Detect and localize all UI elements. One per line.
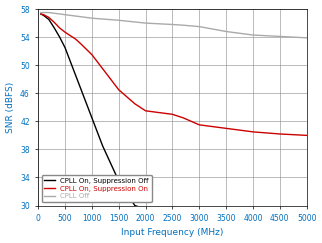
CPLL Off [197,25,201,28]
CPLL On, Suppression On [79,43,83,46]
CPLL On, Suppression On [224,127,228,130]
CPLL On, Suppression On [90,53,94,56]
CPLL Off [171,23,175,26]
CPLL Off [144,22,147,25]
CPLL On, Suppression On [52,21,56,24]
CPLL Off [251,34,255,36]
CPLL On, Suppression Off [58,36,62,39]
CPLL On, Suppression On [197,123,201,126]
CPLL Off [117,19,121,22]
CPLL Off [42,11,45,14]
Line: CPLL Off: CPLL Off [41,13,307,38]
Y-axis label: SNR (dBFS): SNR (dBFS) [5,82,14,133]
CPLL Off [305,36,308,39]
CPLL Off [278,35,282,38]
CPLL On, Suppression Off [79,88,83,91]
CPLL Off [74,15,78,17]
CPLL On, Suppression Off [42,14,45,17]
CPLL Off [181,24,185,27]
CPLL On, Suppression Off [63,46,67,49]
CPLL On, Suppression Off [90,116,94,119]
Line: CPLL On, Suppression Off: CPLL On, Suppression Off [41,14,199,213]
CPLL On, Suppression Off [85,102,89,105]
CPLL Off [63,13,67,16]
CPLL Off [47,11,51,14]
CPLL On, Suppression On [117,88,121,91]
CPLL On, Suppression On [251,130,255,133]
CPLL On, Suppression Off [117,180,121,182]
CPLL On, Suppression Off [187,211,191,214]
CPLL On, Suppression On [133,102,137,105]
CPLL Off [90,17,94,20]
Legend: CPLL On, Suppression Off, CPLL On, Suppression On, CPLL Off: CPLL On, Suppression Off, CPLL On, Suppr… [42,175,152,202]
CPLL On, Suppression On [58,26,62,29]
CPLL On, Suppression Off [101,144,105,147]
CPLL Off [52,12,56,15]
CPLL On, Suppression Off [47,18,51,21]
CPLL On, Suppression Off [39,12,43,15]
CPLL On, Suppression Off [133,204,137,207]
CPLL Off [224,30,228,33]
CPLL On, Suppression On [63,31,67,34]
CPLL On, Suppression Off [52,26,56,29]
X-axis label: Input Frequency (MHz): Input Frequency (MHz) [121,228,224,237]
CPLL On, Suppression On [305,134,308,137]
CPLL On, Suppression On [171,113,175,116]
CPLL Off [39,11,43,14]
Line: CPLL On, Suppression On: CPLL On, Suppression On [41,14,307,135]
CPLL On, Suppression On [181,116,185,119]
CPLL On, Suppression On [42,13,45,16]
CPLL On, Suppression Off [144,208,147,210]
CPLL On, Suppression Off [171,211,175,214]
CPLL On, Suppression On [39,12,43,15]
CPLL On, Suppression On [278,132,282,135]
CPLL On, Suppression On [47,16,51,19]
CPLL On, Suppression On [101,67,105,70]
CPLL On, Suppression On [69,34,72,37]
CPLL On, Suppression On [74,38,78,41]
CPLL On, Suppression On [144,109,147,112]
CPLL On, Suppression Off [74,74,78,77]
CPLL On, Suppression Off [197,211,201,214]
CPLL On, Suppression Off [69,60,72,63]
